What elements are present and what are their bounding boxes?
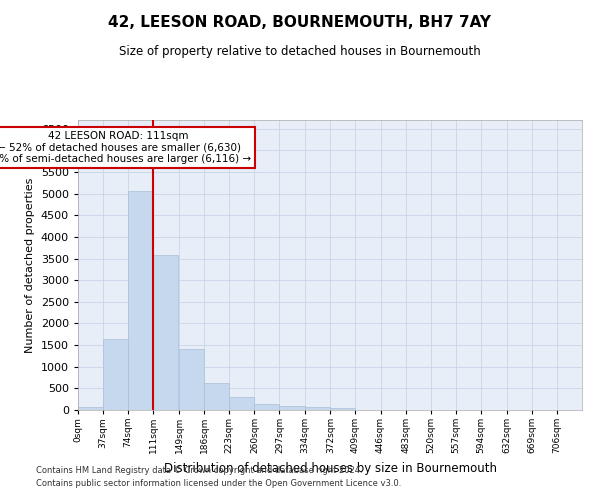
Y-axis label: Number of detached properties: Number of detached properties [25,178,35,352]
Bar [204,383,229,410]
Bar [331,408,355,410]
Bar [153,254,178,410]
Bar [229,398,254,410]
Bar [254,404,280,410]
Bar [305,408,329,410]
Text: 42, LEESON ROAD, BOURNEMOUTH, BH7 7AY: 42, LEESON ROAD, BOURNEMOUTH, BH7 7AY [109,15,491,30]
Bar [78,407,103,410]
Bar [103,338,128,410]
X-axis label: Distribution of detached houses by size in Bournemouth: Distribution of detached houses by size … [163,462,497,474]
Text: Contains HM Land Registry data © Crown copyright and database right 2024.
Contai: Contains HM Land Registry data © Crown c… [36,466,401,487]
Bar [128,191,153,410]
Text: 42 LEESON ROAD: 111sqm
← 52% of detached houses are smaller (6,630)
48% of semi-: 42 LEESON ROAD: 111sqm ← 52% of detached… [0,130,251,164]
Bar [179,349,204,410]
Text: Size of property relative to detached houses in Bournemouth: Size of property relative to detached ho… [119,45,481,58]
Bar [280,406,305,410]
